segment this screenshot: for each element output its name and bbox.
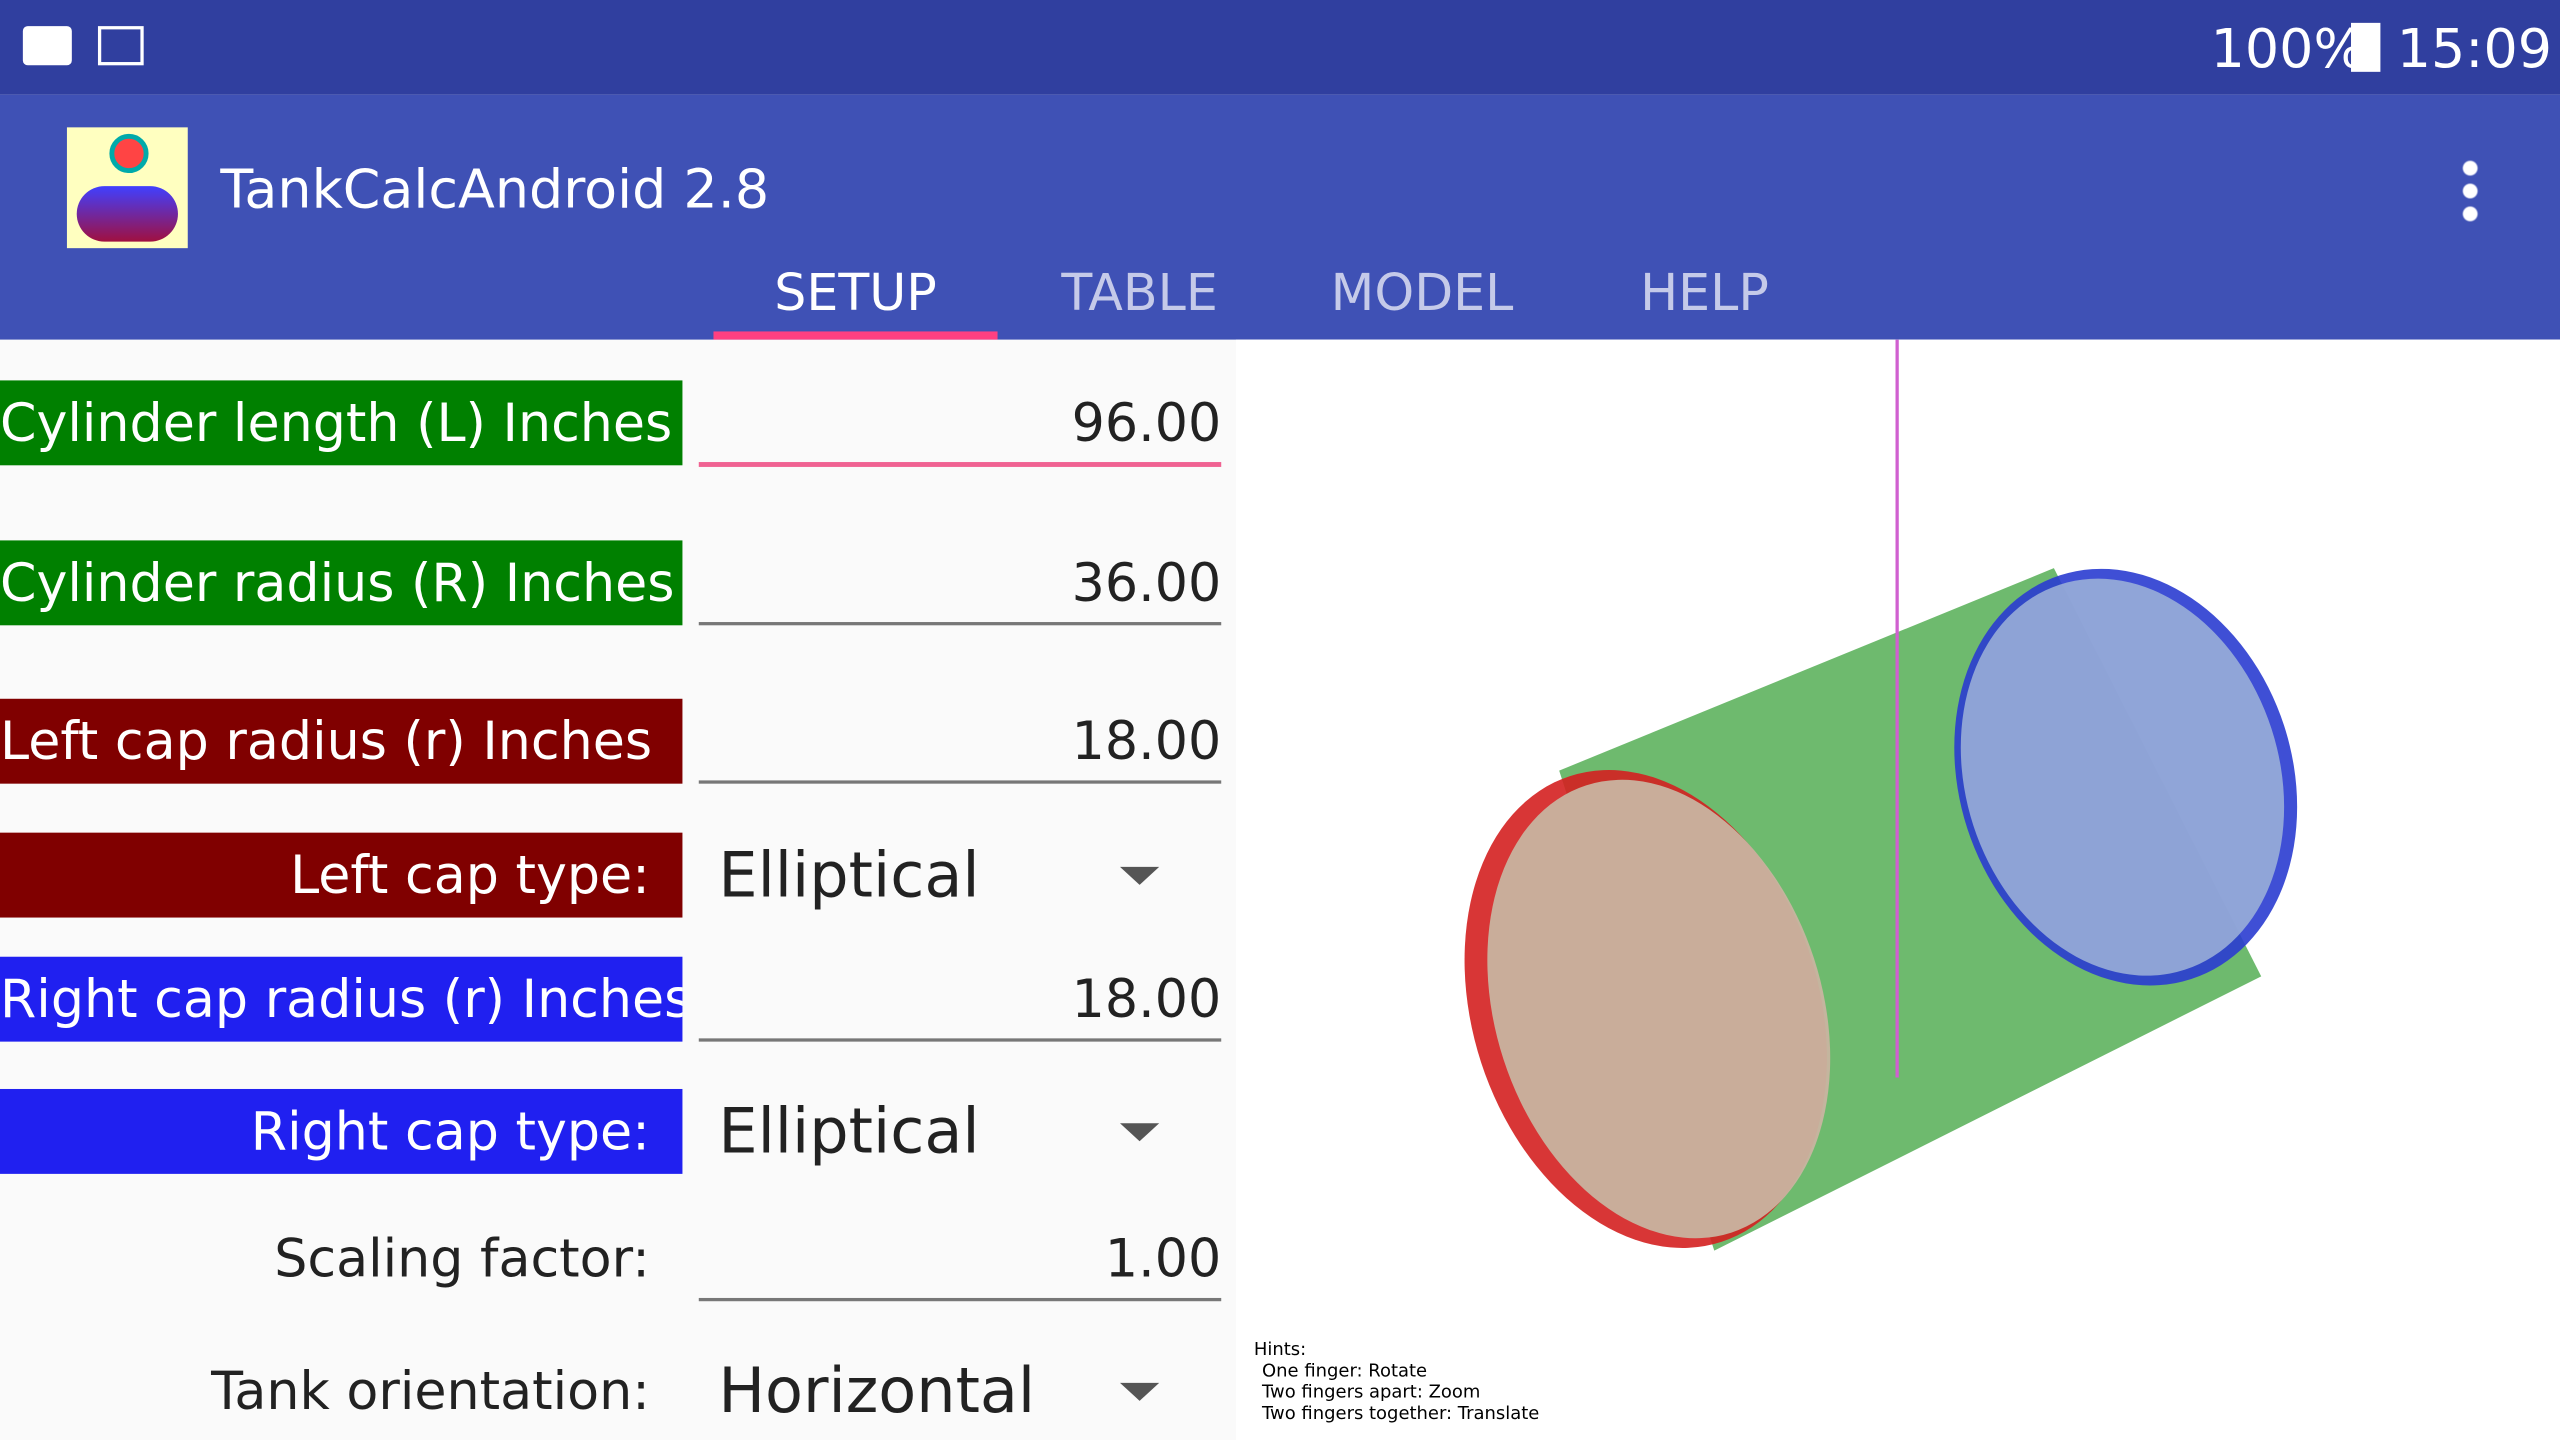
input-underline <box>698 780 1222 784</box>
field-label: Scaling factor: <box>274 1227 650 1290</box>
model-view[interactable] <box>1235 339 2560 1440</box>
tab[interactable]: TABLE <box>1061 264 1218 324</box>
text-input[interactable]: 18.00 <box>1071 710 1222 773</box>
app-bar: TankCalcAndroid 2.8 <box>0 94 2560 340</box>
battery-icon <box>2351 22 2381 72</box>
field-label: Right cap type: <box>0 1088 683 1174</box>
app-icon <box>66 127 188 249</box>
dropdown[interactable]: Elliptical <box>718 839 980 912</box>
hint: Two fingers apart: Zoom <box>1262 1381 1481 1403</box>
hint: One finger: Rotate <box>1262 1359 1428 1382</box>
dropdown[interactable]: Horizontal <box>718 1355 1036 1427</box>
input-underline <box>698 1038 1222 1042</box>
clock: 15:09 <box>2396 16 2553 80</box>
text-input[interactable]: 36.00 <box>1071 551 1222 614</box>
tab[interactable]: HELP <box>1640 264 1769 324</box>
battery: 100% <box>2210 16 2365 80</box>
overflow-menu[interactable] <box>2462 156 2479 223</box>
field-label: Cylinder length (L) Inches <box>0 380 683 466</box>
text-input[interactable]: 1.00 <box>1104 1227 1222 1290</box>
hint: Hints: <box>1253 1338 1307 1360</box>
app-title: TankCalcAndroid 2.8 <box>220 156 770 221</box>
dropdown-arrow[interactable] <box>1119 866 1160 885</box>
tank-model <box>1464 339 2298 1251</box>
dropdown-arrow[interactable] <box>1119 1123 1160 1142</box>
text-input[interactable]: 18.00 <box>1071 968 1222 1031</box>
tab-indicator <box>713 331 998 340</box>
field-label: Cylinder radius (R) Inches <box>0 540 683 626</box>
status-bar: 100% 15:09 <box>0 0 2560 95</box>
hint: Two fingers together: Translate <box>1262 1402 1540 1424</box>
input-underline <box>698 462 1222 467</box>
dropdown-arrow[interactable] <box>1119 1382 1160 1401</box>
field-label: Right cap radius (r) Inches <box>0 956 683 1042</box>
input-underline <box>698 622 1222 626</box>
field-label: Tank orientation: <box>211 1359 650 1423</box>
input-underline <box>698 1297 1222 1302</box>
dropdown[interactable]: Elliptical <box>718 1095 980 1168</box>
icon <box>22 26 72 66</box>
text-input[interactable]: 96.00 <box>1071 391 1222 454</box>
icon <box>97 26 144 66</box>
field-label: Left cap type: <box>0 832 683 918</box>
tab[interactable]: SETUP <box>774 264 937 324</box>
tab[interactable]: MODEL <box>1330 264 1514 324</box>
field-label: Left cap radius (r) Inches <box>0 698 683 784</box>
